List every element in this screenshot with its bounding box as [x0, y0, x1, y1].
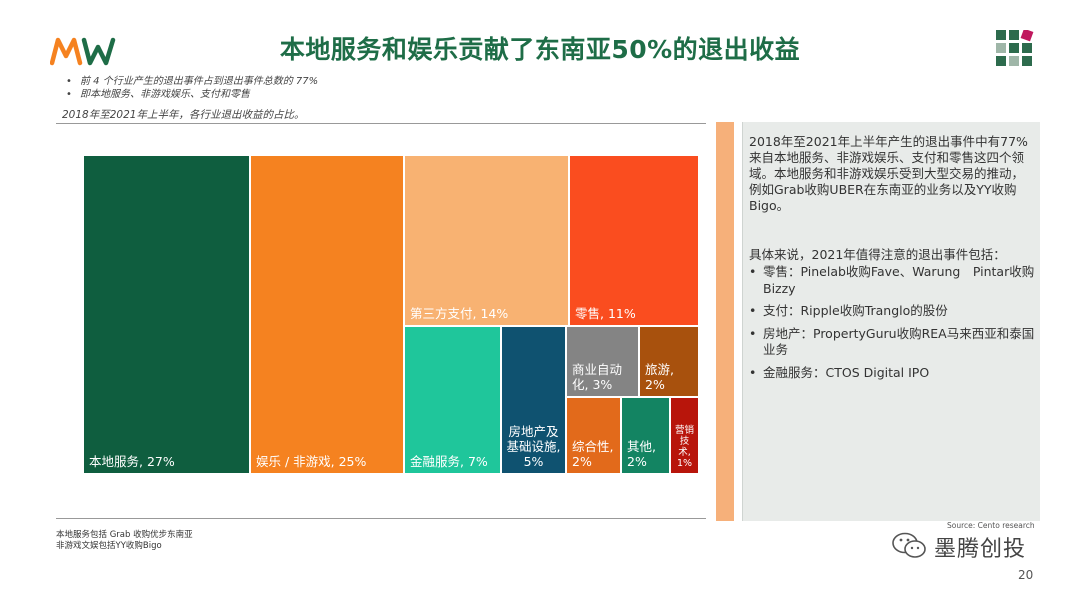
treemap-tile: 第三方支付, 14% — [405, 156, 568, 325]
treemap-tile-label: 营销技术, 1% — [674, 425, 694, 469]
list-item: 零售：Pinelab收购Fave、Warung Pintar收购Bizzy — [749, 264, 1037, 297]
exit-events-list: 零售：Pinelab收购Fave、Warung Pintar收购Bizzy 支付… — [749, 264, 1037, 387]
treemap-tile: 旅游, 2% — [640, 327, 698, 396]
summary-bullet: 前 4 个行业产生的退出事件占到退出事件总数的 77% — [66, 75, 318, 88]
treemap-tile-label: 房地产及 基础设施, 5% — [506, 424, 561, 469]
treemap-tile: 金融服务, 7% — [405, 327, 500, 473]
footnotes: 本地服务包括 Grab 收购优步东南亚 非游戏文娱包括YY收购Bigo — [56, 530, 193, 552]
company-logo — [50, 37, 116, 66]
page-number: 20 — [1018, 568, 1034, 582]
watermark-text: 墨腾创投 — [934, 537, 1027, 562]
treemap-tile: 营销技术, 1% — [671, 398, 698, 473]
treemap-tile-label: 商业自动 化, 3% — [572, 362, 623, 392]
treemap-tile: 商业自动 化, 3% — [567, 327, 638, 396]
footnote: 本地服务包括 Grab 收购优步东南亚 — [56, 530, 193, 540]
treemap-tile: 零售, 11% — [570, 156, 698, 325]
treemap-tile-label: 其他, 2% — [627, 439, 656, 469]
treemap-tile: 本地服务, 27% — [84, 156, 249, 473]
insight-panel: 2018年至2021年上半年产生的退出事件中有77% 来自本地服务、非游戏娱乐、… — [742, 122, 1040, 521]
accent-bar — [716, 122, 734, 521]
list-item: 支付：Ripple收购Tranglo的股份 — [749, 303, 1037, 320]
treemap-tile-label: 旅游, 2% — [645, 362, 674, 392]
panel-heading: 具体来说，2021年值得注意的退出事件包括： — [749, 247, 1006, 262]
treemap-tile-label: 娱乐 / 非游戏, 25% — [256, 454, 367, 469]
treemap-tile: 娱乐 / 非游戏, 25% — [251, 156, 403, 473]
wechat-icon — [892, 532, 926, 558]
treemap-tile-label: 金融服务, 7% — [410, 454, 488, 469]
summary-bullet: 即本地服务、非游戏娱乐、支付和零售 — [66, 88, 318, 101]
treemap-tile: 房地产及 基础设施, 5% — [502, 327, 565, 473]
treemap-tile: 其他, 2% — [622, 398, 669, 473]
page-title: 本地服务和娱乐贡献了东南亚50%的退出收益 — [279, 35, 801, 64]
divider — [56, 123, 706, 124]
grid-logo-icon — [996, 30, 1034, 66]
divider — [56, 518, 706, 519]
summary-bullets: 前 4 个行业产生的退出事件占到退出事件总数的 77% 即本地服务、非游戏娱乐、… — [66, 75, 318, 101]
treemap-chart: 本地服务, 27% 娱乐 / 非游戏, 25% 第三方支付, 14% 零售, 11% 金… — [84, 156, 698, 473]
chart-subtitle: 2018年至2021年上半年，各行业退出收益的占比。 — [62, 109, 305, 121]
treemap-tile: 综合性, 2% — [567, 398, 620, 473]
treemap-tile-label: 第三方支付, 14% — [410, 306, 509, 321]
treemap-tile-label: 本地服务, 27% — [89, 454, 175, 469]
treemap-tile-label: 零售, 11% — [575, 306, 636, 321]
source-note: Source: Cento research — [947, 521, 1035, 530]
panel-intro-text: 2018年至2021年上半年产生的退出事件中有77% 来自本地服务、非游戏娱乐、… — [749, 134, 1041, 213]
list-item: 金融服务：CTOS Digital IPO — [749, 365, 1037, 382]
treemap-tile-label: 综合性, 2% — [572, 439, 614, 469]
list-item: 房地产：PropertyGuru收购REA马来西亚和泰国业务 — [749, 326, 1037, 359]
footnote: 非游戏文娱包括YY收购Bigo — [56, 541, 162, 551]
